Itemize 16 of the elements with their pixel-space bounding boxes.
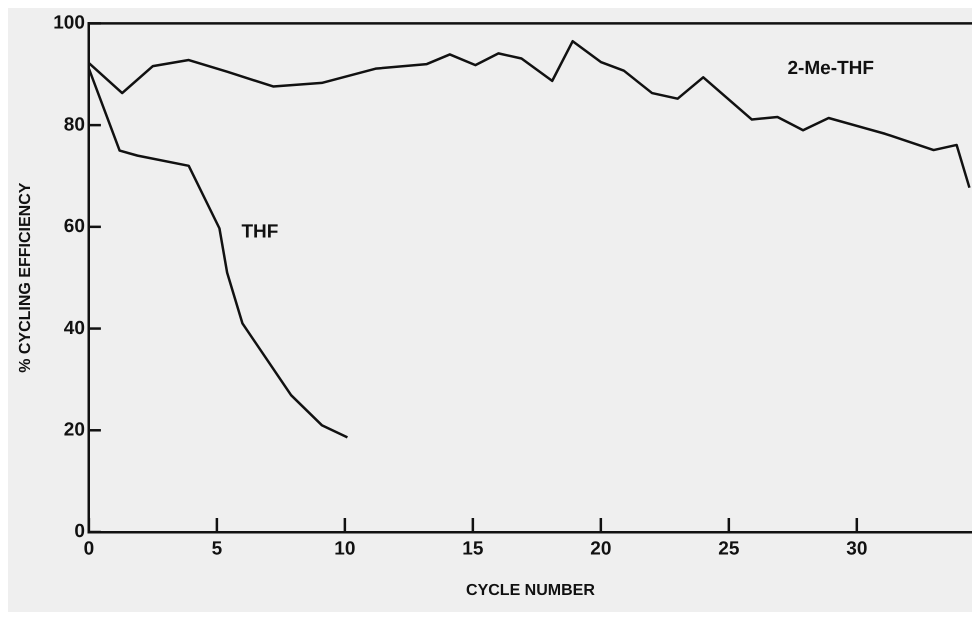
x-tick-label: 15: [462, 538, 484, 560]
x-tick-label: 30: [846, 538, 868, 560]
y-tick-label: 60: [64, 216, 85, 238]
y-tick-label: 40: [64, 318, 85, 339]
x-tick-label: 20: [590, 538, 612, 560]
x-axis-title: CYCLE NUMBER: [466, 582, 596, 599]
x-tick-label: 10: [334, 538, 356, 560]
text: 2-Me-THF: [787, 58, 874, 80]
x-tick-label: 5: [212, 538, 223, 560]
y-axis-title: % CYCLING EFFICIENCY: [17, 182, 34, 373]
y-tick-label: 100: [53, 12, 85, 34]
y-tick-label: 0: [74, 521, 85, 542]
y-tick-label: 20: [64, 420, 85, 441]
x-tick-label: 25: [718, 538, 740, 560]
y-tick-label: 80: [64, 114, 85, 136]
series-label: THF: [241, 222, 278, 243]
